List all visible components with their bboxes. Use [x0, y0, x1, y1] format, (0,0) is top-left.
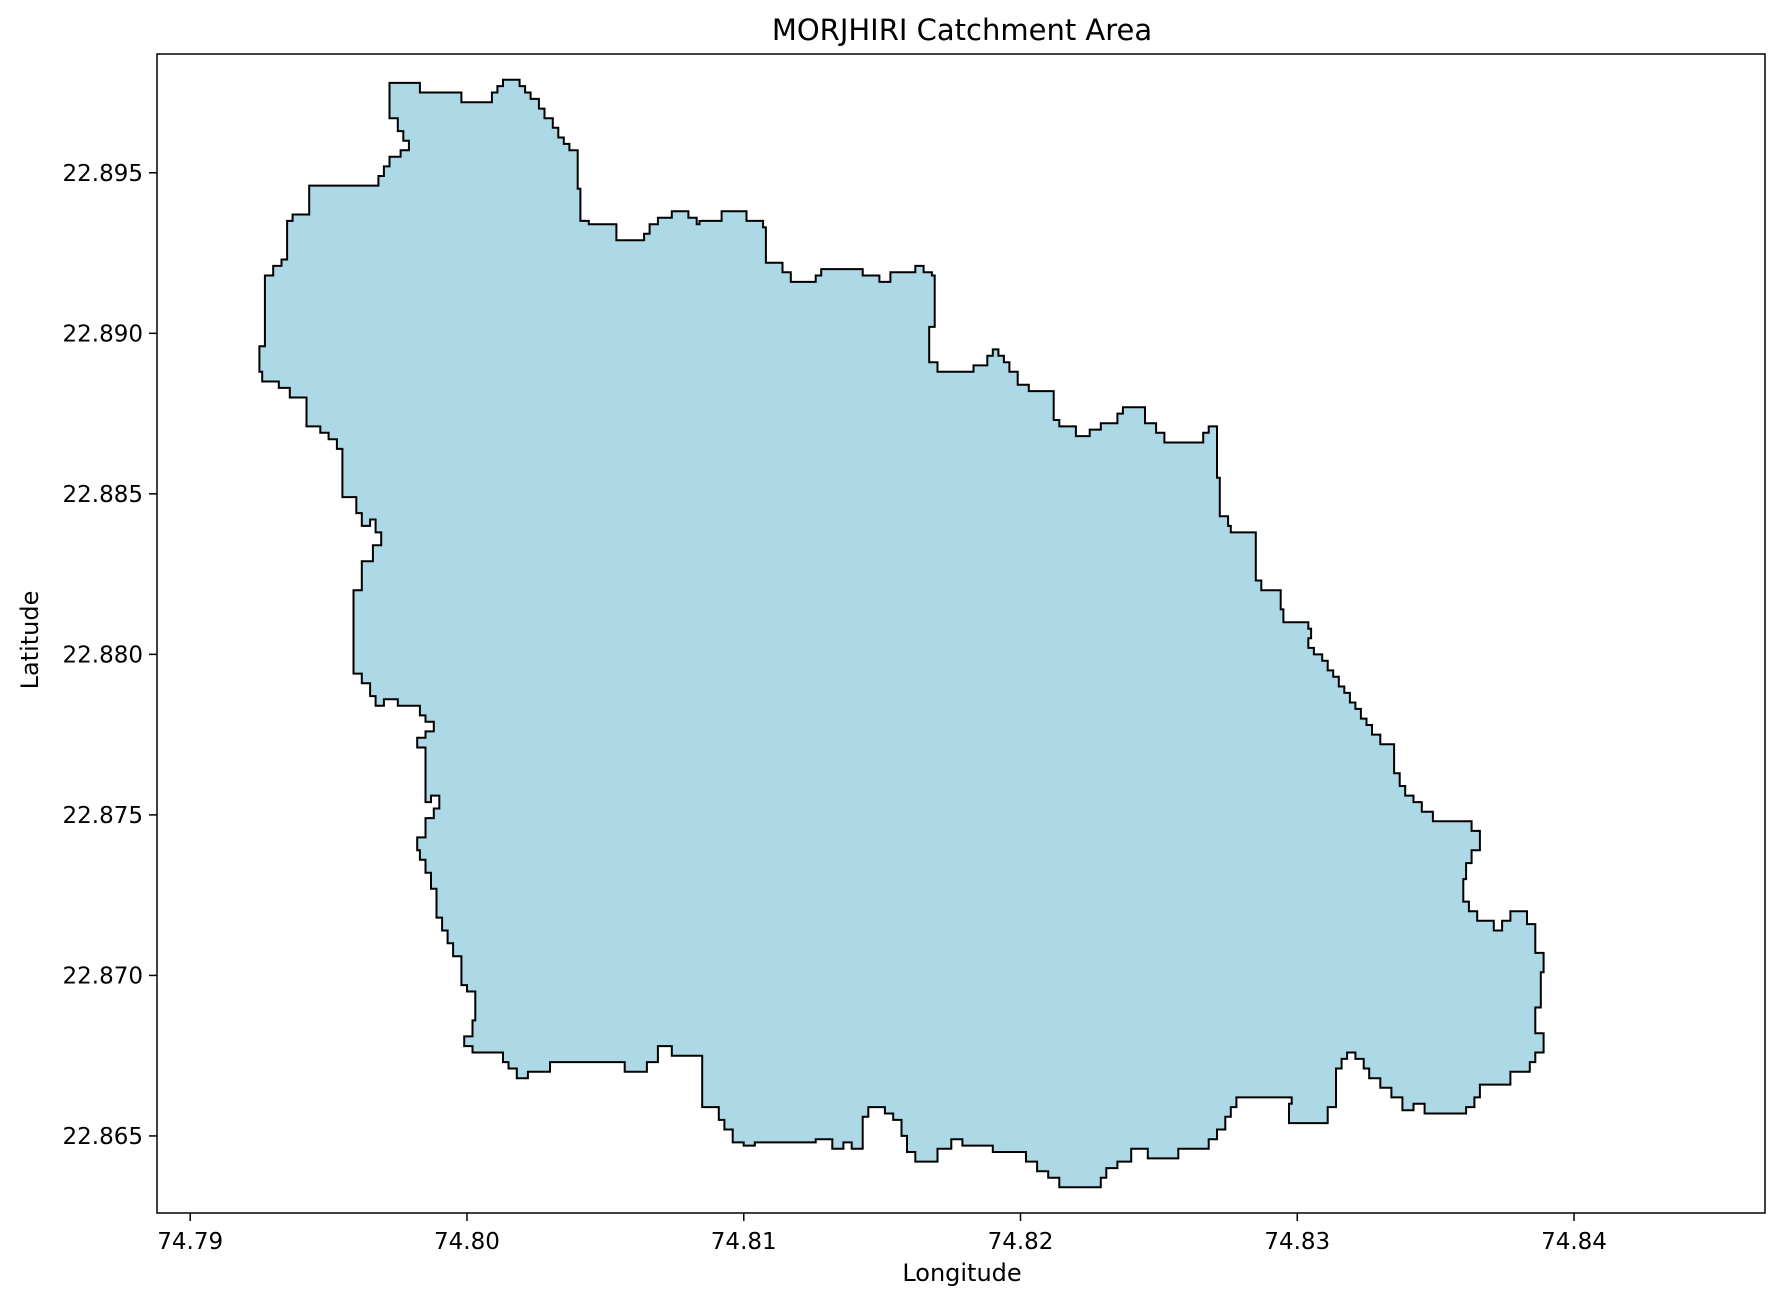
axes-frame — [156, 53, 1766, 1214]
y-tick-label: 22.865 — [63, 1124, 143, 1150]
catchment-polygon — [258, 78, 1545, 1189]
y-tick-label: 22.885 — [63, 482, 143, 508]
chart-title: MORJHIRI Catchment Area — [772, 13, 1152, 47]
x-tick-label: 74.81 — [711, 1229, 777, 1255]
x-tick-label: 74.80 — [434, 1229, 500, 1255]
y-tick-label: 22.895 — [63, 161, 143, 187]
x-tick-label: 74.84 — [1541, 1229, 1607, 1255]
x-axis-label: Longitude — [902, 1259, 1021, 1287]
y-tick-label: 22.870 — [63, 963, 143, 989]
x-tick-label: 74.79 — [157, 1229, 223, 1255]
y-axis-ticks: 22.865 22.870 22.875 22.880 22.885 22.890 22.8… — [63, 161, 157, 1150]
y-tick-label: 22.880 — [63, 642, 143, 668]
y-tick-label: 22.890 — [63, 321, 143, 347]
x-axis-ticks: 74.79 74.80 74.81 74.82 74.83 74.84 — [157, 1213, 1607, 1255]
x-tick-label: 74.82 — [988, 1229, 1054, 1255]
y-axis-label: Latitude — [16, 591, 44, 690]
x-tick-label: 74.83 — [1264, 1229, 1330, 1255]
y-tick-label: 22.875 — [63, 803, 143, 829]
